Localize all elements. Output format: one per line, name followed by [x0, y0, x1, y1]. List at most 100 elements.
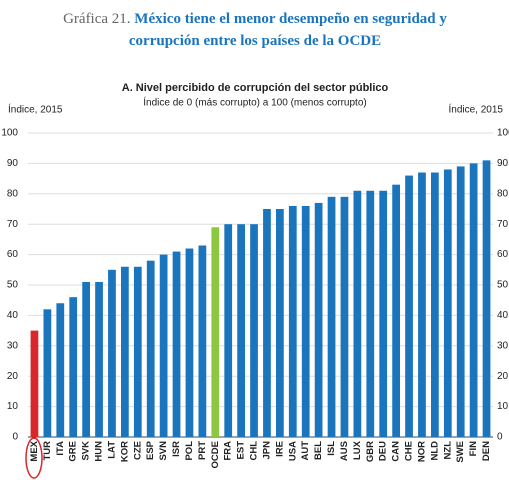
bar: [392, 184, 400, 437]
y-tick-label: 70: [7, 219, 19, 230]
y2-tick-label: 0: [497, 432, 503, 443]
bar: [431, 172, 439, 437]
x-tick-label: SVK: [81, 441, 92, 461]
x-tick-label: HUN: [94, 441, 105, 462]
bar: [69, 297, 78, 437]
y2-tick-label: 90: [497, 158, 509, 169]
bar: [366, 190, 375, 437]
bar: [224, 224, 233, 437]
header: Gráfica 21. México tiene el menor desemp…: [40, 8, 470, 52]
y2-tick-label: 100: [497, 128, 509, 139]
x-tick-label: ISL: [326, 441, 337, 456]
x-tick-label: AUS: [339, 441, 350, 461]
y-tick-label: 10: [7, 401, 19, 412]
bar: [456, 166, 465, 437]
bar: [121, 266, 129, 437]
bar: [159, 254, 168, 437]
x-tick-label: USA: [287, 441, 298, 461]
y-tick-label: 100: [1, 128, 18, 139]
x-tick-label: CZE: [132, 441, 143, 460]
x-tick-label: KOR: [119, 441, 130, 462]
y2-tick-label: 30: [497, 340, 509, 351]
x-tick-label: CHE: [404, 441, 415, 461]
x-tick-label: IRE: [274, 441, 285, 457]
bar: [314, 202, 323, 437]
bar: [30, 330, 39, 437]
bar: [379, 190, 388, 437]
chart-title: México tiene el menor desempeño en segur…: [128, 11, 447, 49]
subtitle2: Índice de 0 (más corrupto) a 100 (menos …: [143, 96, 366, 109]
x-tick-label: NLD: [429, 441, 440, 461]
y2-tick-label: 20: [497, 371, 509, 382]
bar: [237, 224, 245, 437]
y-tick-label: 40: [7, 310, 19, 321]
x-tick-label: DEU: [378, 441, 389, 461]
bar: [482, 160, 491, 438]
highlight-circle: [25, 437, 43, 479]
bar: [340, 196, 349, 437]
title-label: Gráfica 21.: [63, 11, 131, 27]
bar: [263, 209, 271, 437]
x-tick-label: DEN: [481, 441, 492, 461]
x-tick-label: ISR: [171, 441, 182, 457]
bar: [133, 266, 142, 437]
bar: [327, 196, 336, 437]
y2-tick-label: 60: [497, 249, 509, 260]
x-tick-label: ITA: [55, 441, 66, 456]
bar: [82, 281, 90, 437]
x-tick-label: CHL: [249, 441, 260, 461]
y-tick-label: 0: [12, 432, 18, 443]
y2-tick-label: 70: [497, 219, 509, 230]
bar: [146, 260, 155, 437]
bar: [211, 227, 220, 437]
bar: [185, 248, 194, 437]
y2-tick-label: 40: [497, 310, 509, 321]
x-tick-label: FIN: [468, 441, 479, 456]
x-tick-label: MEX: [29, 440, 40, 461]
y2-tick-label: 10: [497, 401, 509, 412]
x-tick-label: GBR: [365, 441, 376, 462]
x-tick-label: EST: [236, 441, 247, 460]
bar: [288, 205, 297, 437]
y-axis-label: Índice, 2015: [8, 103, 63, 116]
bar: [250, 224, 258, 437]
bar: [418, 172, 426, 437]
x-tick-label: NZL: [442, 441, 453, 460]
bar: [198, 245, 207, 437]
bar: [443, 169, 452, 438]
bar: [276, 209, 284, 437]
x-tick-label: SVN: [158, 441, 169, 461]
bar: [353, 190, 362, 437]
x-tick-label: FRA: [223, 441, 234, 461]
y2-axis-label: Índice, 2015: [449, 103, 504, 116]
bar: [43, 309, 52, 437]
y-tick-label: 20: [7, 371, 19, 382]
x-tick-label: OCDE: [210, 441, 221, 468]
y-tick-label: 30: [7, 340, 19, 351]
y-tick-label: 80: [7, 188, 19, 199]
x-tick-label: NOR: [416, 441, 427, 462]
x-tick-label: CAN: [391, 441, 402, 462]
bar: [172, 251, 181, 437]
bar: [108, 269, 116, 437]
subtitle: A. Nivel percibido de corrupción del sec…: [122, 82, 389, 94]
y2-tick-label: 50: [497, 280, 509, 291]
x-tick-label: JPN: [261, 441, 272, 460]
bar: [405, 175, 413, 437]
x-tick-label: PRT: [197, 441, 208, 460]
y-tick-label: 60: [7, 249, 19, 260]
x-tick-label: POL: [184, 441, 195, 461]
y2-tick-label: 80: [497, 188, 509, 199]
y-tick-label: 90: [7, 158, 19, 169]
x-tick-label: AUT: [300, 441, 311, 461]
x-tick-label: LAT: [106, 441, 117, 459]
x-tick-label: BEL: [313, 441, 324, 460]
x-tick-label: TUR: [42, 441, 53, 461]
bar: [95, 281, 103, 437]
x-tick-label: GRE: [68, 441, 79, 462]
x-tick-label: ESP: [145, 440, 156, 460]
bar: [56, 303, 65, 437]
x-tick-label: LUX: [352, 440, 363, 460]
